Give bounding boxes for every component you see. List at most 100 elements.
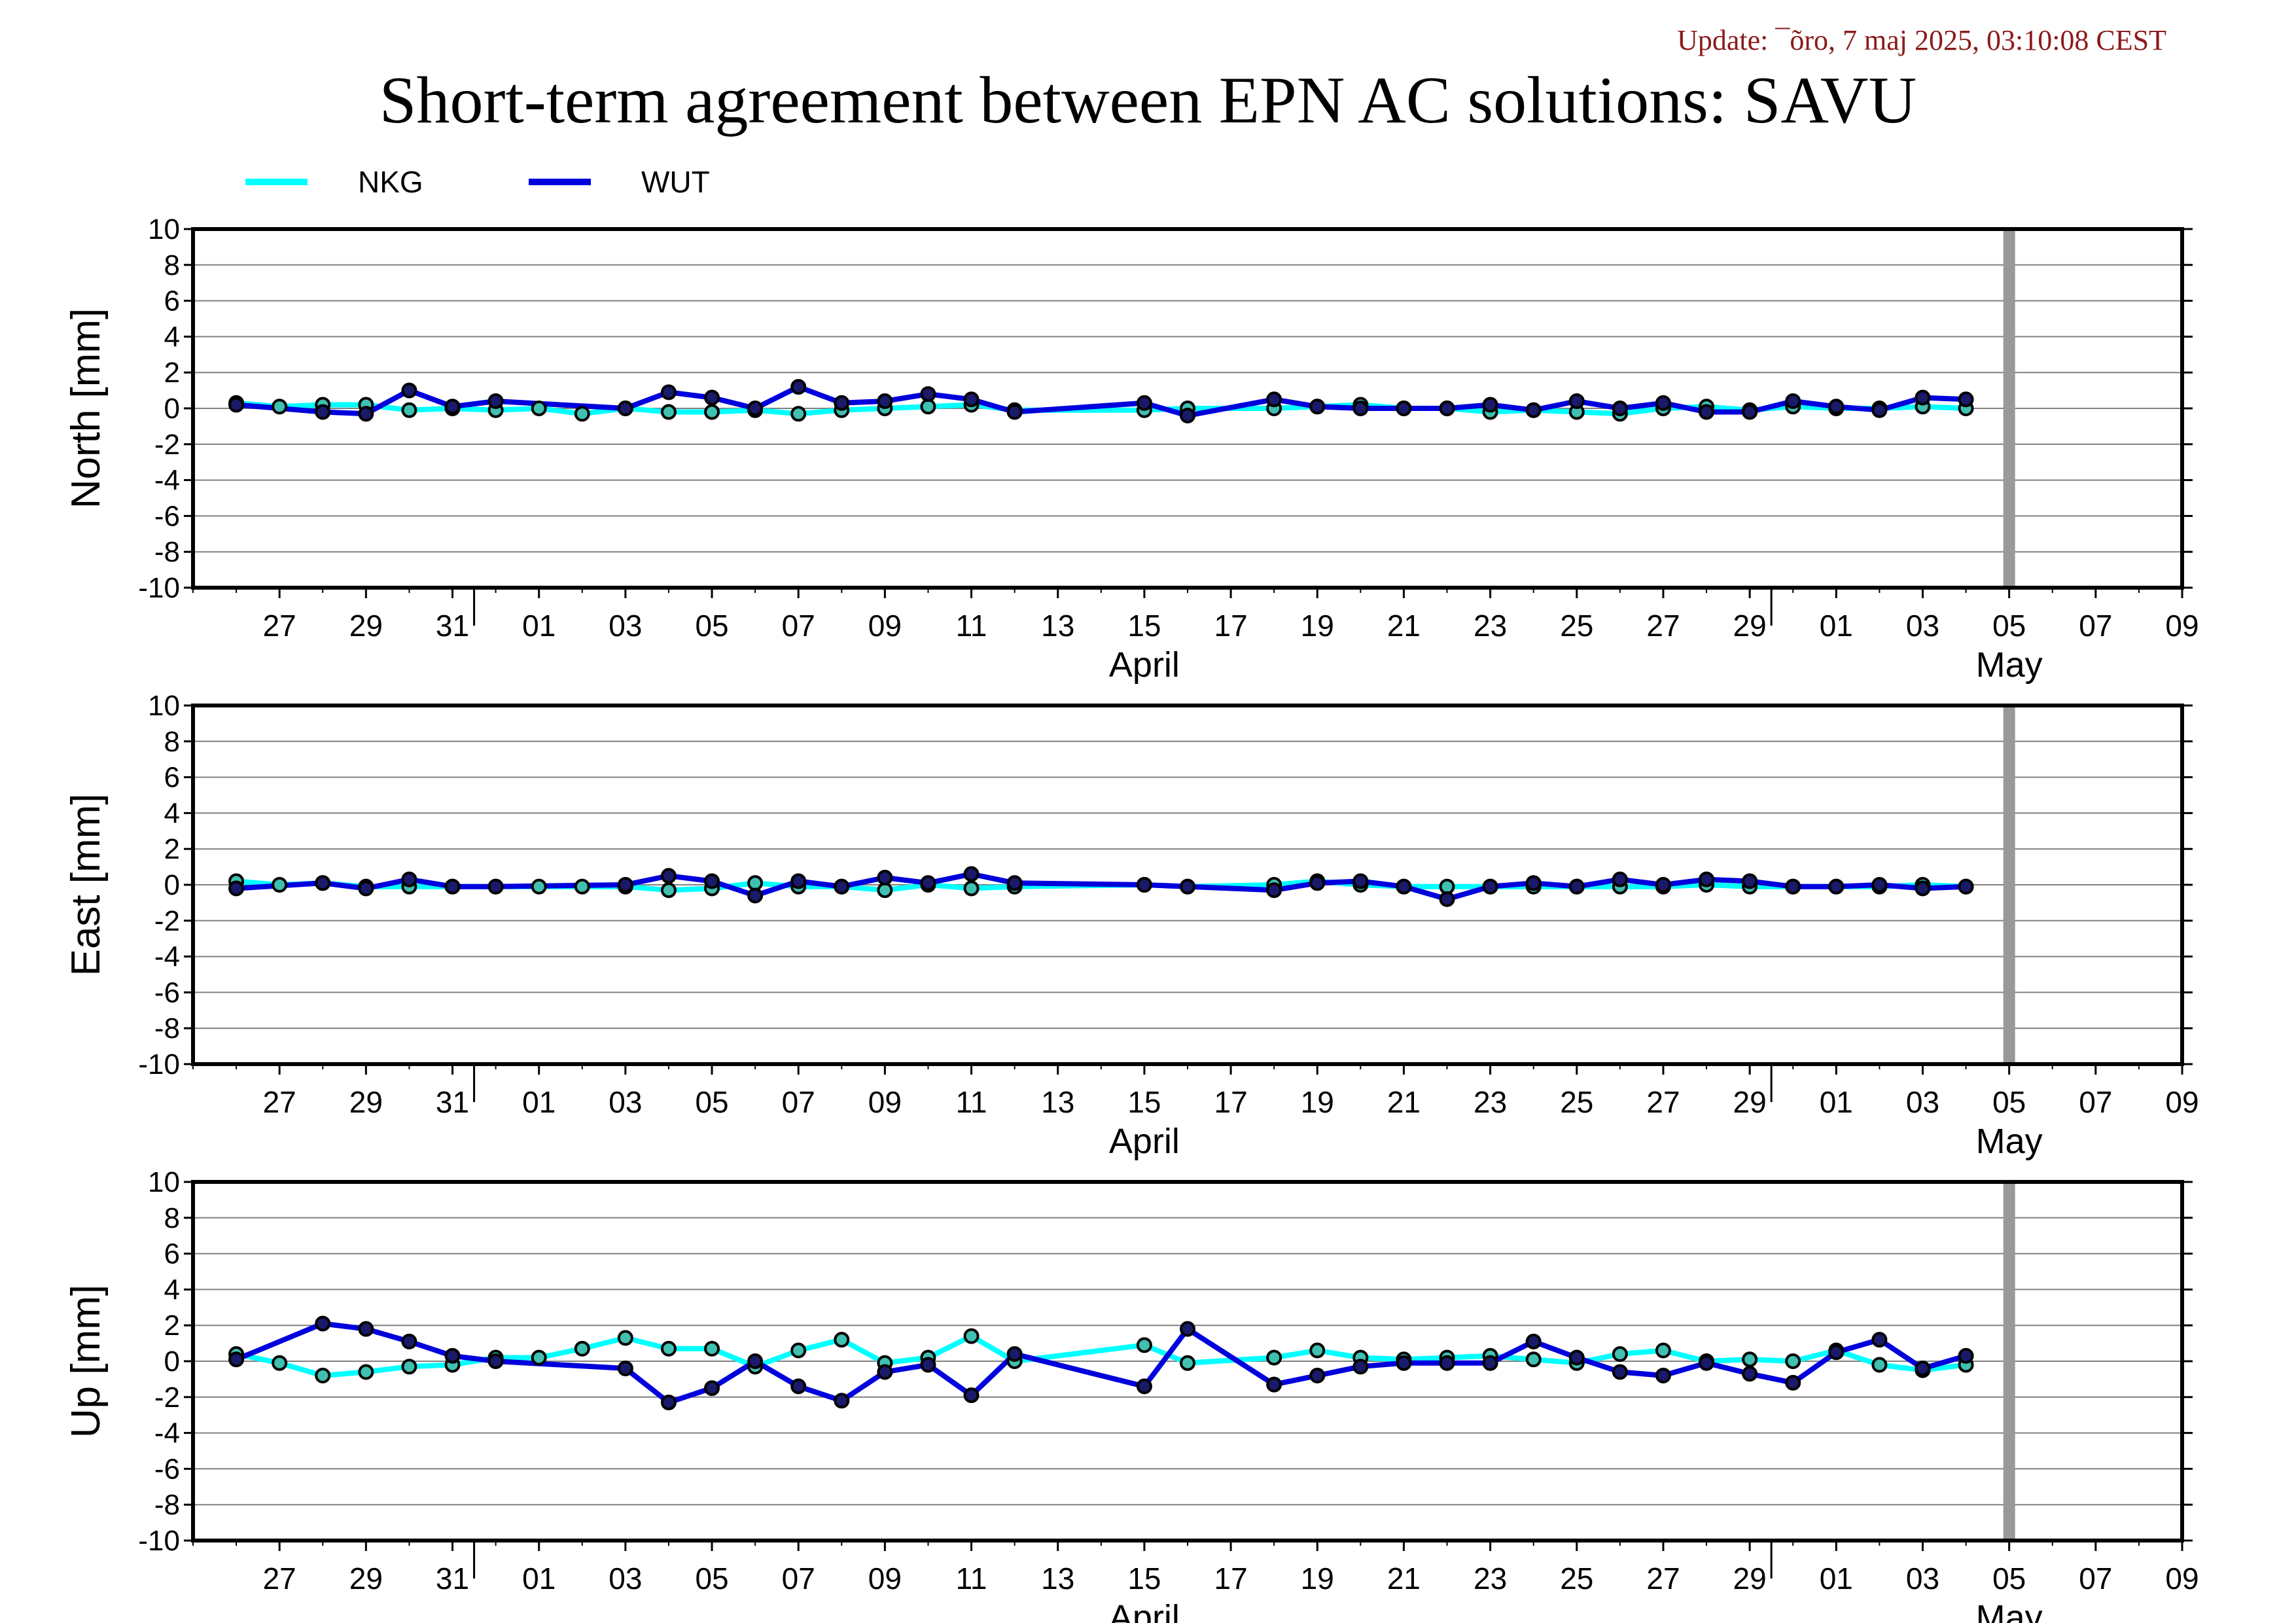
data-point-nkg: [1136, 1337, 1152, 1353]
data-point-wut: [1180, 1321, 1195, 1337]
x-tick-label: 27: [1646, 1561, 1680, 1596]
x-tick-label: 03: [609, 1085, 642, 1119]
data-point-wut: [487, 393, 504, 410]
x-tick-label: 05: [695, 1561, 728, 1596]
x-tick-label: 21: [1387, 1085, 1421, 1119]
data-point-wut: [1742, 404, 1758, 420]
data-point-wut: [1915, 389, 1931, 406]
data-point-nkg: [531, 401, 547, 416]
data-point-wut: [1568, 393, 1585, 410]
x-tick-label: 03: [1906, 1561, 1939, 1596]
x-tick-label: 25: [1560, 609, 1593, 643]
data-point-wut: [228, 397, 245, 413]
x-tick-label: 01: [522, 1561, 556, 1596]
y-tick-label: 8: [164, 726, 180, 758]
data-point-wut: [1396, 401, 1412, 416]
data-point-nkg: [531, 1349, 547, 1366]
data-point-wut: [963, 391, 980, 408]
data-point-wut: [660, 384, 677, 401]
data-point-wut: [1266, 1376, 1282, 1393]
x-tick-label: 07: [782, 1561, 815, 1596]
y-tick-label: 8: [164, 1202, 180, 1234]
y-tick-label: -4: [154, 941, 180, 973]
month-label: May: [1976, 1122, 2043, 1161]
x-tick-label: 03: [609, 1561, 642, 1596]
x-tick-label: 09: [868, 1085, 902, 1119]
x-tick-label: 01: [1820, 1085, 1853, 1119]
data-point-wut: [920, 875, 936, 891]
data-point-wut: [1006, 875, 1023, 891]
data-point-wut: [1828, 878, 1845, 895]
data-point-nkg: [272, 877, 288, 893]
x-tick-label: 07: [2079, 609, 2112, 643]
data-point-wut: [358, 1321, 374, 1337]
y-axis-label: Up [mm]: [63, 1285, 109, 1438]
y-tick-label: -8: [154, 1489, 180, 1521]
legend-label-wut: WUT: [641, 165, 710, 199]
x-tick-label: 03: [1906, 1085, 1939, 1119]
x-tick-label: 03: [1906, 609, 1939, 643]
x-tick-label: 27: [263, 609, 296, 643]
y-tick-label: -4: [154, 465, 180, 497]
y-axis-label: North [mm]: [63, 308, 109, 509]
x-tick-label: 09: [868, 609, 902, 643]
x-tick-label: 07: [782, 1085, 815, 1119]
y-tick-label: -2: [154, 905, 180, 937]
x-tick-label: 13: [1041, 1085, 1074, 1119]
chart-title: Short-term agreement between EPN AC solu…: [379, 63, 1917, 137]
x-tick-label: 19: [1301, 609, 1334, 643]
data-point-wut: [1699, 404, 1715, 420]
data-point-nkg: [401, 402, 417, 418]
data-point-nkg: [531, 878, 547, 895]
x-tick-label: 29: [349, 1561, 383, 1596]
x-tick-label: 27: [1646, 1085, 1680, 1119]
x-tick-label: 01: [522, 1085, 556, 1119]
data-point-wut: [1785, 1374, 1801, 1391]
data-point-wut: [1006, 1346, 1023, 1363]
month-label: May: [1976, 645, 2043, 685]
data-point-nkg: [877, 882, 893, 899]
data-point-wut: [1525, 402, 1542, 418]
x-tick-label: 11: [956, 1561, 987, 1596]
data-point-wut: [963, 866, 980, 882]
y-axis-label: East [mm]: [63, 793, 109, 976]
data-point-wut: [704, 873, 720, 889]
x-tick-label: 05: [1992, 1085, 2026, 1119]
data-point-nkg: [660, 1340, 677, 1357]
data-point-wut: [1136, 1378, 1152, 1395]
data-point-nkg: [272, 1355, 288, 1371]
data-point-wut: [617, 877, 633, 893]
data-point-wut: [444, 399, 461, 415]
y-tick-label: 6: [164, 285, 180, 317]
y-tick-label: -6: [154, 976, 180, 1008]
data-point-wut: [1612, 401, 1628, 416]
x-tick-label: 05: [695, 1085, 728, 1119]
x-tick-label: 17: [1214, 609, 1248, 643]
x-tick-label: 31: [436, 1085, 469, 1119]
panel-east: 10 8 64 2 0 -2 -4-6 -8 -10 East [mm] 27 29 31 01 03 05 0…: [63, 690, 2199, 1161]
data-point-wut: [1655, 1367, 1671, 1383]
data-point-wut: [617, 1360, 633, 1376]
data-point-nkg: [790, 1342, 807, 1359]
month-label: April: [1109, 645, 1180, 685]
data-point-wut: [660, 1395, 677, 1411]
x-tick-label: 05: [695, 609, 728, 643]
y-tick-label: 10: [148, 690, 180, 722]
x-tick-label: 01: [522, 609, 556, 643]
x-tick-label: 05: [1992, 1561, 2026, 1596]
x-tick-label: 05: [1992, 609, 2026, 643]
data-point-wut: [1180, 407, 1195, 423]
x-tick-label: 21: [1387, 609, 1421, 643]
data-point-wut: [315, 404, 331, 420]
data-point-nkg: [704, 404, 720, 420]
data-point-wut: [963, 1387, 980, 1404]
data-point-wut: [228, 880, 245, 897]
data-point-nkg: [1180, 1355, 1195, 1371]
x-tick-label: 15: [1127, 1085, 1161, 1119]
data-point-wut: [1525, 875, 1542, 891]
data-point-wut: [1309, 875, 1326, 891]
data-point-nkg: [272, 399, 288, 415]
x-tick-label: 07: [782, 609, 815, 643]
y-tick-label: -4: [154, 1418, 180, 1450]
data-point-wut: [1439, 1355, 1455, 1371]
